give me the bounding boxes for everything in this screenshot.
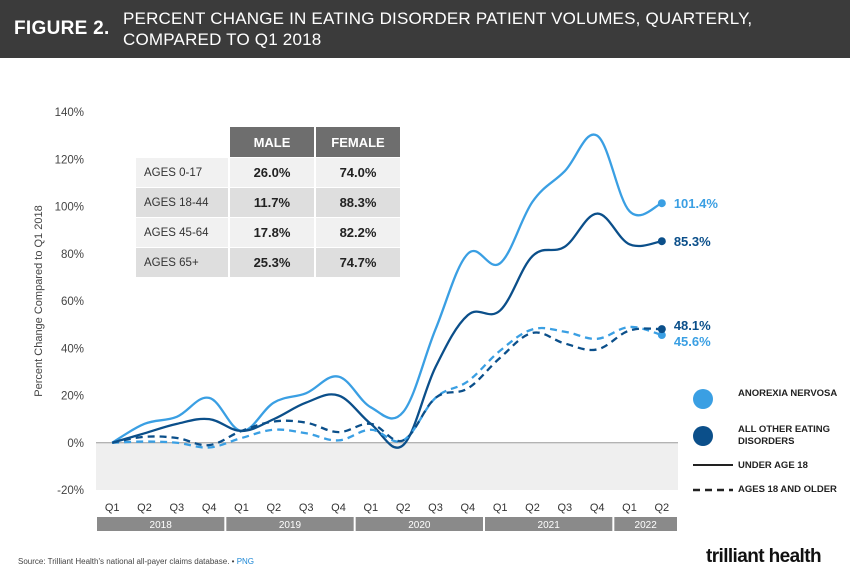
x-tick-label: Q4 (202, 502, 217, 514)
y-axis-label: Percent Change Compared to Q1 2018 (33, 205, 45, 396)
x-tick-label: Q3 (428, 502, 443, 514)
x-tick-label: Q4 (590, 502, 605, 514)
x-tick-label: Q2 (525, 502, 540, 514)
male-value: 26.0% (228, 158, 314, 188)
row-label: AGES 18-44 (136, 188, 228, 218)
series-end-point (657, 325, 666, 334)
series-line (112, 325, 663, 449)
col-header-female: FEMALE (314, 127, 400, 158)
series-end-point (657, 199, 666, 208)
y-tick-label: 100% (55, 202, 84, 214)
table-row: AGES 18-44 11.7% 88.3% (136, 188, 400, 218)
row-label: AGES 45-64 (136, 218, 228, 248)
legend-under18-label: UNDER AGE 18 (738, 460, 808, 471)
x-tick-label: Q1 (105, 502, 120, 514)
male-value: 25.3% (228, 248, 314, 278)
png-link[interactable]: PNG (236, 557, 255, 566)
legend-anorexia-marker (693, 389, 713, 409)
year-band (485, 517, 613, 531)
y-tick-label: 20% (61, 391, 84, 403)
table-row: AGES 0-17 26.0% 74.0% (136, 158, 400, 188)
table-corner (136, 127, 228, 158)
x-tick-label: Q2 (396, 502, 411, 514)
y-tick-label: 40% (61, 343, 84, 355)
series-end-point (657, 331, 666, 340)
y-tick-label: 60% (61, 296, 84, 308)
source-note: Source: Trilliant Health's national all-… (18, 557, 255, 566)
x-tick-label: Q1 (234, 502, 249, 514)
x-tick-label: Q4 (331, 502, 346, 514)
y-tick-label: 120% (55, 154, 84, 166)
year-band (355, 517, 483, 531)
x-tick-label: Q2 (266, 502, 281, 514)
x-tick-label: Q3 (299, 502, 314, 514)
female-value: 88.3% (314, 188, 400, 218)
figure-label: FIGURE 2. (14, 18, 110, 39)
source-text: Source: Trilliant Health's national all-… (18, 557, 230, 566)
series-line (111, 212, 663, 449)
row-label: AGES 0-17 (136, 158, 228, 188)
year-label: 2022 (635, 520, 658, 531)
year-band (226, 517, 354, 531)
year-label: 2019 (279, 520, 302, 531)
series-end-point (657, 237, 666, 246)
legend-other-marker (693, 426, 713, 446)
gender-age-table: MALE FEMALE AGES 0-17 26.0% 74.0% AGES 1… (136, 127, 400, 278)
y-tick-label: 0% (67, 438, 84, 450)
x-tick-label: Q1 (363, 502, 378, 514)
legend-other-label: ALL OTHER EATING DISORDERS (738, 424, 831, 447)
table-row: AGES 45-64 17.8% 82.2% (136, 218, 400, 248)
male-value: 11.7% (228, 188, 314, 218)
row-label: AGES 65+ (136, 248, 228, 278)
negative-region (96, 442, 678, 490)
year-label: 2020 (408, 520, 431, 531)
x-tick-label: Q3 (557, 502, 572, 514)
year-band (97, 517, 225, 531)
end-value-label: 101.4% (674, 196, 719, 211)
legend-18older-label: AGES 18 AND OLDER (738, 484, 837, 495)
figure-title-line1: PERCENT CHANGE IN EATING DISORDER PATIEN… (123, 9, 753, 28)
female-value: 74.7% (314, 248, 400, 278)
series-line (111, 327, 662, 447)
year-band (614, 517, 677, 531)
x-tick-label: Q2 (137, 502, 152, 514)
female-value: 82.2% (314, 218, 400, 248)
table-row: AGES 65+ 25.3% 74.7% (136, 248, 400, 278)
series-line (111, 133, 663, 444)
y-tick-label: -20% (57, 485, 84, 497)
trilliant-logo: trilliant health (706, 546, 822, 567)
year-label: 2018 (150, 520, 173, 531)
end-value-label: 45.6% (674, 334, 711, 349)
x-tick-label: Q2 (654, 502, 669, 514)
end-value-label: 85.3% (674, 234, 711, 249)
legend-anorexia-label: ANOREXIA NERVOSA (738, 388, 838, 399)
x-tick-label: Q1 (493, 502, 508, 514)
col-header-male: MALE (228, 127, 314, 158)
end-value-label: 48.1% (674, 318, 711, 333)
x-tick-label: Q1 (622, 502, 637, 514)
figure-title-line2: COMPARED TO Q1 2018 (123, 30, 322, 49)
x-tick-label: Q4 (460, 502, 475, 514)
male-value: 17.8% (228, 218, 314, 248)
y-tick-label: 140% (55, 107, 84, 119)
y-tick-label: 80% (61, 249, 84, 261)
year-label: 2021 (538, 520, 561, 531)
figure-title: PERCENT CHANGE IN EATING DISORDER PATIEN… (123, 8, 752, 50)
female-value: 74.0% (314, 158, 400, 188)
figure-header: FIGURE 2. PERCENT CHANGE IN EATING DISOR… (0, 0, 850, 58)
x-tick-label: Q3 (169, 502, 184, 514)
